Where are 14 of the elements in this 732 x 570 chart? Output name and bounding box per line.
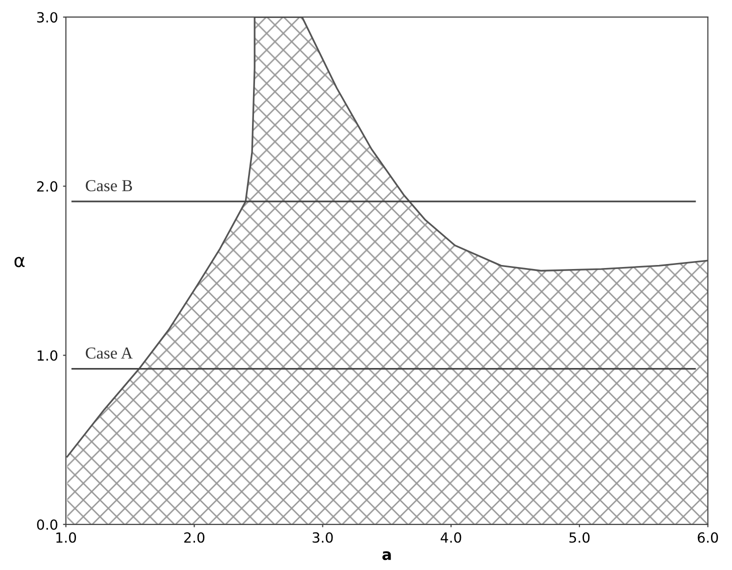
ref-line-label: Case B bbox=[86, 180, 132, 192]
x-tick-label: 4.0 bbox=[440, 532, 462, 543]
x-tick-label: 3.0 bbox=[312, 532, 333, 543]
y-axis-title: α bbox=[14, 256, 25, 268]
x-tick-label: 2.0 bbox=[184, 532, 204, 543]
y-tick-label: 0.0 bbox=[37, 519, 58, 530]
x-axis-title: a bbox=[382, 551, 391, 560]
y-tick-label: 1.0 bbox=[38, 350, 58, 361]
x-tick-label: 6.0 bbox=[698, 532, 718, 543]
x-tick-label: 5.0 bbox=[569, 532, 590, 543]
y-tick-label: 3.0 bbox=[37, 12, 58, 23]
y-tick-label: 2.0 bbox=[37, 181, 58, 192]
ref-line-label: Case A bbox=[86, 347, 133, 359]
x-tick-label: 1.0 bbox=[56, 532, 76, 543]
